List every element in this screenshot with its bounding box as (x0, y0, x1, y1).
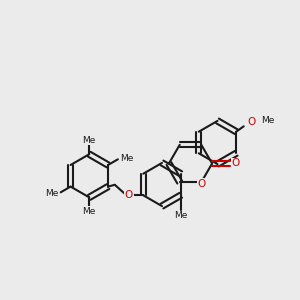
Text: Me: Me (120, 154, 133, 163)
Text: O: O (125, 190, 133, 200)
Text: Me: Me (82, 207, 96, 216)
Text: Me: Me (261, 116, 274, 125)
Text: O: O (197, 179, 206, 189)
Text: Me: Me (174, 211, 188, 220)
Text: O: O (231, 158, 240, 169)
Text: Me: Me (45, 189, 58, 198)
Text: O: O (247, 117, 256, 127)
Text: Me: Me (82, 136, 96, 145)
